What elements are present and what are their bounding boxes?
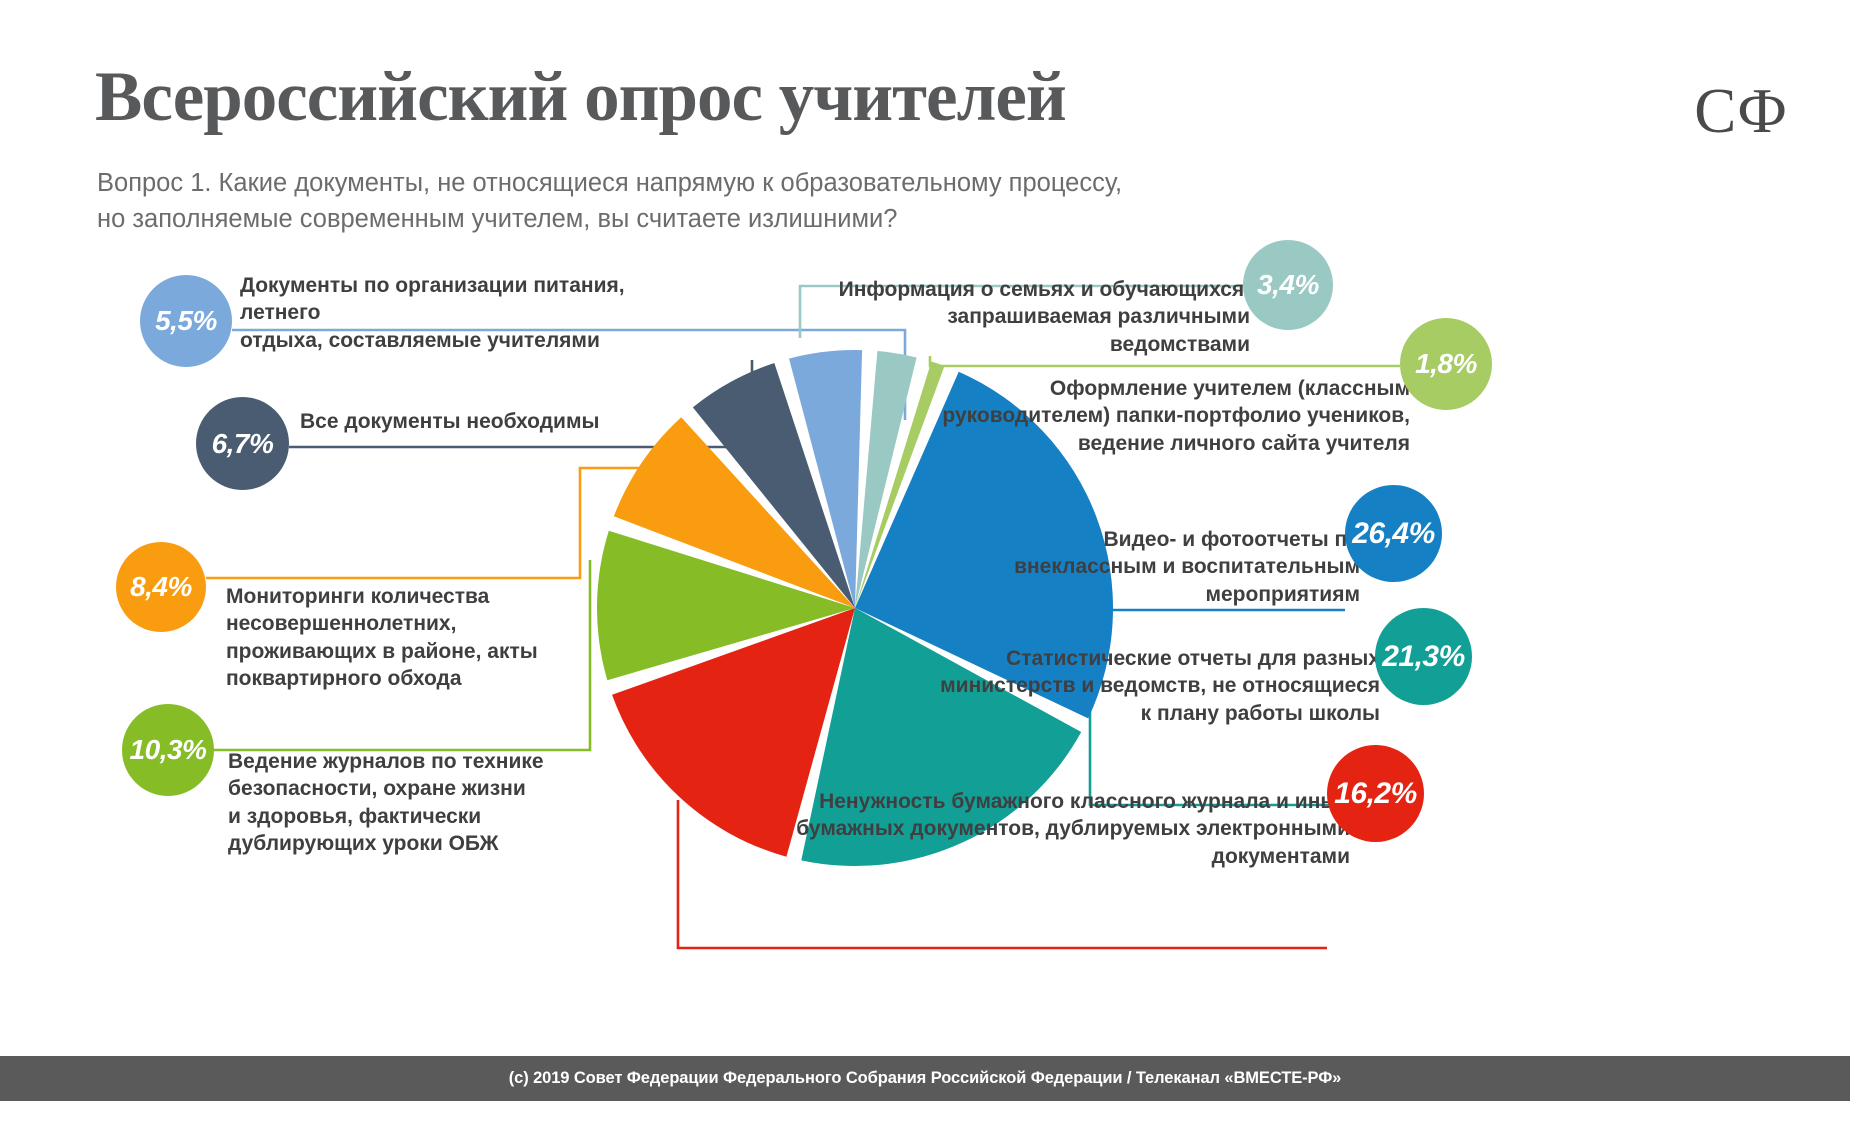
label-line: Оформление учителем (классным	[1049, 377, 1410, 400]
label-line: ведомствами	[1109, 332, 1250, 356]
slice-label-paper-journal: Ненужность бумажного классного журнала и…	[790, 788, 1350, 870]
label-line: руководителем) папки-портфолио учеников,	[942, 404, 1410, 428]
percent-bubble-statistics: 21,3%	[1375, 608, 1472, 705]
label-line: Видео- и фотоотчеты по	[1103, 528, 1360, 551]
percent-bubble-all-needed: 6,7%	[196, 397, 289, 490]
label-line: Ненужность бумажного классного журнала и…	[819, 790, 1350, 813]
label-line: поквартирного обхода	[226, 666, 462, 690]
percent-bubble-family-info: 3,4%	[1243, 240, 1333, 330]
page-title: Всероссийский опрос учителей	[95, 58, 1067, 136]
percent-bubble-paper-journal: 16,2%	[1327, 745, 1424, 842]
sf-logo: СФ	[1694, 76, 1788, 146]
label-line: запрашиваемая различными	[947, 305, 1250, 329]
slice-label-family-info: Информация о семьях и обучающихся, запраш…	[800, 276, 1250, 358]
pie-slice	[612, 608, 855, 857]
label-line: внеклассным и воспитательным	[1014, 555, 1360, 579]
slice-label-video: Видео- и фотоотчеты по внеклассным и восп…	[880, 526, 1360, 608]
label-line: Статистические отчеты для разных	[1006, 647, 1380, 670]
label-line: ведение личного сайта учителя	[1077, 431, 1410, 455]
slice-label-meals-summer: Документы по организации питания, летнег…	[240, 272, 710, 354]
label-line: Мониторинги количества	[226, 585, 490, 608]
label-line: министерств и ведомств, не относящиеся	[940, 674, 1380, 698]
slice-label-monitoring: Мониторинги количества несовершеннолетних…	[226, 583, 556, 692]
percent-bubble-portfolio: 1,8%	[1400, 318, 1492, 410]
question-line-2: но заполняемые современным учителем, вы …	[97, 205, 898, 234]
question-text: Вопрос 1. Какие документы, не относящиес…	[97, 165, 1297, 237]
pie-slice	[801, 608, 1082, 866]
label-line: дублирующих уроки ОБЖ	[228, 831, 499, 855]
label-line: Информация о семьях и обучающихся,	[838, 278, 1250, 301]
label-line: бумажных документов, дублируемых электро…	[796, 817, 1350, 841]
pie-slice	[855, 350, 917, 608]
percent-bubble-safety-journals: 10,3%	[122, 704, 214, 796]
label-line: к плану работы школы	[1140, 701, 1380, 725]
footer-bar: (c) 2019 Совет Федерации Федерального Со…	[0, 1056, 1850, 1101]
pie-slice	[789, 350, 863, 608]
slice-label-statistics: Статистические отчеты для разных министер…	[880, 645, 1380, 727]
slice-label-all-needed: Все документы необходимы	[300, 408, 620, 435]
label-line: Ведение журналов по технике	[228, 750, 544, 773]
label-line: Все документы необходимы	[300, 410, 600, 433]
label-line: мероприятиям	[1205, 582, 1360, 606]
label-line: и здоровья, фактически	[228, 804, 482, 828]
label-line: отдыха, составляемые учителями	[240, 328, 600, 352]
pie-slice	[855, 371, 1114, 719]
pie-slice	[692, 362, 855, 608]
percent-bubble-video: 26,4%	[1345, 485, 1442, 582]
label-line: проживающих в районе, акты	[226, 639, 538, 663]
label-line: документами	[1211, 844, 1350, 868]
percent-bubble-meals-summer: 5,5%	[140, 275, 232, 367]
label-line: Документы по организации питания, летнег…	[240, 274, 625, 325]
pie-chart	[596, 350, 1114, 866]
pie-slice	[613, 417, 855, 608]
label-line: безопасности, охране жизни	[228, 777, 526, 801]
label-line: несовершеннолетних,	[226, 612, 457, 636]
percent-bubble-monitoring: 8,4%	[116, 542, 206, 632]
copyright-text: (c) 2019 Совет Федерации Федерального Со…	[508, 1069, 1342, 1087]
slice-label-portfolio: Оформление учителем (классным руководител…	[930, 375, 1410, 457]
pie-slice	[855, 361, 945, 608]
pie-slice	[596, 530, 855, 681]
question-line-1: Вопрос 1. Какие документы, не относящиес…	[97, 169, 1123, 197]
slice-label-safety-journals: Ведение журналов по технике безопасности,…	[228, 748, 558, 857]
